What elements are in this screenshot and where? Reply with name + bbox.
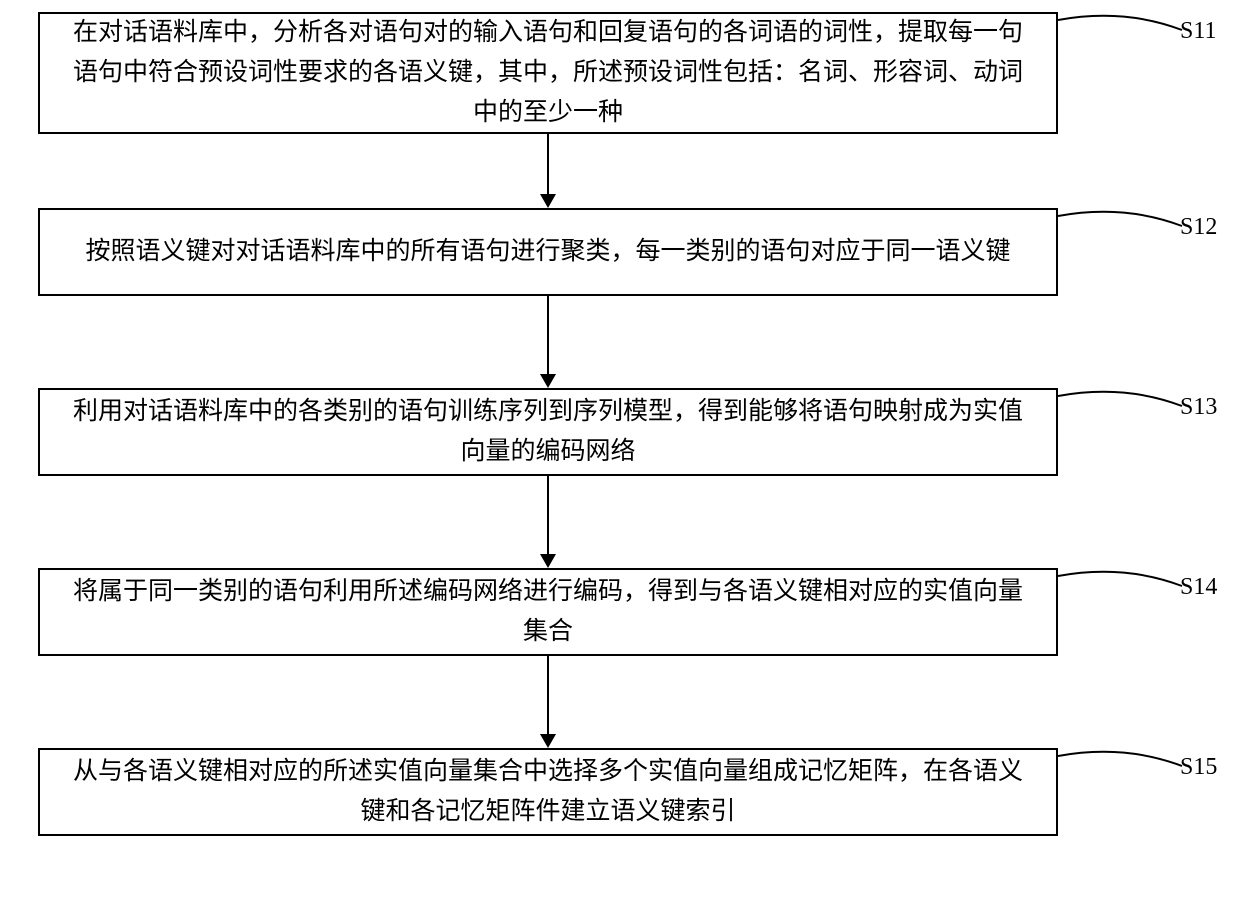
flowchart-container: 在对话语料库中，分析各对语句对的输入语句和回复语句的各词语的词性，提取每一句语句…: [0, 0, 1240, 924]
flowchart-step-s11: 在对话语料库中，分析各对语句对的输入语句和回复语句的各词语的词性，提取每一句语句…: [38, 12, 1058, 134]
step-text: 利用对话语料库中的各类别的语句训练序列到序列模型，得到能够将语句映射成为实值向量…: [70, 392, 1026, 472]
label-connector-s11: [1058, 4, 1190, 64]
arrow-line-4: [547, 656, 549, 734]
arrow-head-4: [540, 734, 556, 748]
flowchart-step-s14: 将属于同一类别的语句利用所述编码网络进行编码，得到与各语义键相对应的实值向量集合: [38, 568, 1058, 656]
arrow-line-3: [547, 476, 549, 554]
step-text: 在对话语料库中，分析各对语句对的输入语句和回复语句的各词语的词性，提取每一句语句…: [70, 13, 1026, 133]
flowchart-step-s13: 利用对话语料库中的各类别的语句训练序列到序列模型，得到能够将语句映射成为实值向量…: [38, 388, 1058, 476]
arrow-head-2: [540, 374, 556, 388]
arrow-line-2: [547, 296, 549, 374]
arrow-head-3: [540, 554, 556, 568]
label-connector-s14: [1058, 560, 1190, 620]
step-text: 按照语义键对对话语料库中的所有语句进行聚类，每一类别的语句对应于同一语义键: [85, 232, 1010, 272]
label-connector-s12: [1058, 200, 1190, 260]
flowchart-step-s15: 从与各语义键相对应的所述实值向量集合中选择多个实值向量组成记忆矩阵，在各语义键和…: [38, 748, 1058, 836]
label-connector-s13: [1058, 380, 1190, 440]
arrow-line-1: [547, 134, 549, 194]
step-text: 将属于同一类别的语句利用所述编码网络进行编码，得到与各语义键相对应的实值向量集合: [70, 572, 1026, 652]
step-text: 从与各语义键相对应的所述实值向量集合中选择多个实值向量组成记忆矩阵，在各语义键和…: [70, 752, 1026, 832]
label-connector-s15: [1058, 740, 1190, 800]
arrow-head-1: [540, 194, 556, 208]
flowchart-step-s12: 按照语义键对对话语料库中的所有语句进行聚类，每一类别的语句对应于同一语义键: [38, 208, 1058, 296]
